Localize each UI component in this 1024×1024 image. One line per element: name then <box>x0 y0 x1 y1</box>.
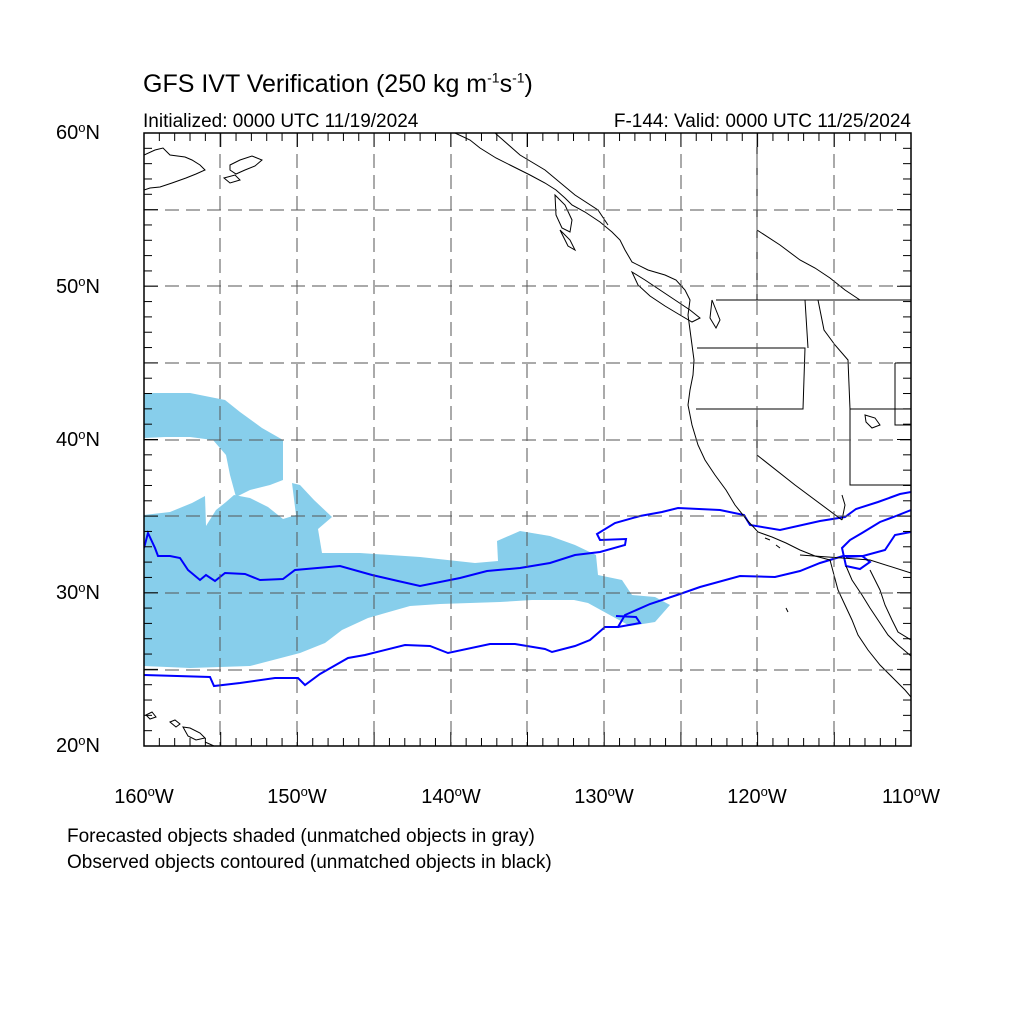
gridlines <box>144 133 911 746</box>
baja-california <box>829 559 911 698</box>
canadian-rockies <box>756 229 861 301</box>
mexico-mainland-coast <box>869 569 911 641</box>
forecast-object-northern-lobe <box>144 393 283 497</box>
lon-label-140w: 140oW <box>421 784 481 808</box>
coastlines <box>144 133 911 746</box>
lat-label-20n: 20oN <box>56 733 100 757</box>
observed-contour-lower-notch <box>615 615 642 628</box>
political-borders <box>494 133 911 574</box>
lat-label-60n: 60oN <box>56 120 100 144</box>
observed-contour-lower <box>144 531 911 688</box>
bc-se-alaska-coast <box>454 133 831 561</box>
observed-contour-upper <box>144 491 911 588</box>
observed-contour-east-loop <box>840 509 911 571</box>
haida-gwaii <box>554 193 577 252</box>
forecast-objects <box>144 393 670 668</box>
tick-marks <box>143 132 912 747</box>
state-borders <box>696 133 911 574</box>
lat-label-50n: 50oN <box>56 274 100 298</box>
great-salt-lake <box>864 414 881 429</box>
map-frame <box>143 132 912 747</box>
plot-title: GFS IVT Verification (250 kg m-1s-1) <box>143 69 533 98</box>
alaska-coast <box>144 147 206 191</box>
forecast-legend-note: Forecasted objects shaded (unmatched obj… <box>67 826 535 847</box>
channel-islands <box>764 537 789 613</box>
valid-time-label: F-144: Valid: 0000 UTC 11/25/2024 <box>613 111 911 132</box>
alaska-canada-border <box>494 133 609 226</box>
kodiak-islands <box>222 155 263 184</box>
hawaii-islands <box>145 711 215 746</box>
lon-label-160w: 160oW <box>114 784 174 808</box>
lon-label-120w: 120oW <box>727 784 787 808</box>
lat-label-40n: 40oN <box>56 427 100 451</box>
lon-label-110w: 110oW <box>881 784 941 808</box>
lat-label-30n: 30oN <box>56 580 100 604</box>
forecast-object-main-plume <box>144 483 670 668</box>
lon-label-130w: 130oW <box>574 784 634 808</box>
observed-legend-note: Observed objects contoured (unmatched ob… <box>67 852 552 873</box>
puget-sound <box>709 299 721 330</box>
lon-label-150w: 150oW <box>267 784 327 808</box>
init-time-label: Initialized: 0000 UTC 11/19/2024 <box>143 111 419 132</box>
vancouver-island <box>630 270 701 323</box>
